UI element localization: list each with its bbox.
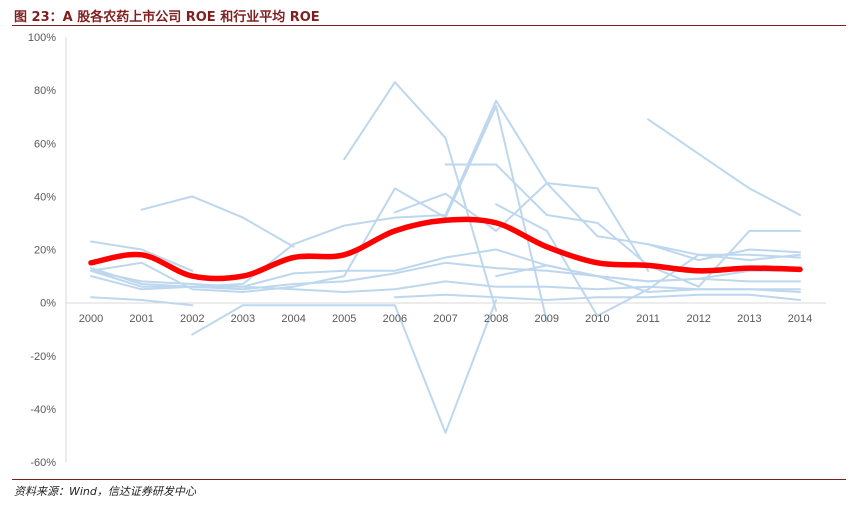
company-series-line-10 [90,296,194,307]
company-series-line-15 [90,267,801,293]
x-tick-label: 2012 [686,313,710,325]
x-tick-label: 2000 [79,313,103,325]
source-note: 资料来源：Wind，信达证券研发中心 [14,485,196,498]
y-tick-label: 20% [34,245,56,257]
series-layer [90,81,801,434]
x-tick-label: 2013 [737,313,761,325]
x-tick-label: 2003 [231,313,255,325]
source-rule [12,479,846,480]
x-tick-label: 2001 [129,313,153,325]
x-tick-label: 2010 [585,313,609,325]
company-series-line-12 [647,243,801,262]
title-rule [12,25,846,26]
x-tick-label: 2006 [383,313,407,325]
company-series-line-16 [393,293,801,301]
x-tick-label: 2002 [180,313,204,325]
y-tick-label: 100% [28,32,56,44]
y-tick-label: -20% [30,351,56,363]
chart-title: 图 23：A 股各农药上市公司 ROE 和行业平均 ROE [14,10,320,25]
y-tick-label: 60% [34,138,56,150]
company-series-line-11 [495,203,801,317]
company-series-line-9 [90,99,801,291]
company-series-line-6 [393,182,650,272]
y-tick-label: 80% [34,85,56,97]
y-tick-label: -60% [30,457,56,469]
company-series-line-8 [444,163,801,288]
x-tick-label: 2008 [484,313,508,325]
x-tick-label: 2007 [433,313,457,325]
company-series-line-1 [343,81,498,312]
x-tick-label: 2009 [535,313,559,325]
x-tick-label: 2005 [332,313,356,325]
company-series-line-2 [647,118,801,216]
y-tick-label: 40% [34,191,56,203]
y-tick-label: -40% [30,404,56,416]
company-series-line-7 [191,299,498,434]
x-tick-label: 2014 [788,313,812,325]
x-tick-label: 2004 [281,313,305,325]
average-layer [88,216,803,282]
y-tick-label: 0% [40,298,56,310]
company-series-line-17 [495,264,801,293]
company-series-line-4 [90,240,194,272]
industry-average-line [88,216,803,282]
company-series-line-3 [140,195,295,248]
x-tick-labels: 2000 2001 2002 2003 2004 2005 2006 2007 2008 2009… [79,313,812,325]
x-tick-label: 2011 [636,313,660,325]
company-series-line-5 [90,105,548,323]
y-tick-labels: 100% 80% 60% 40% 20% 0% -20% -40% -60% [28,32,56,469]
